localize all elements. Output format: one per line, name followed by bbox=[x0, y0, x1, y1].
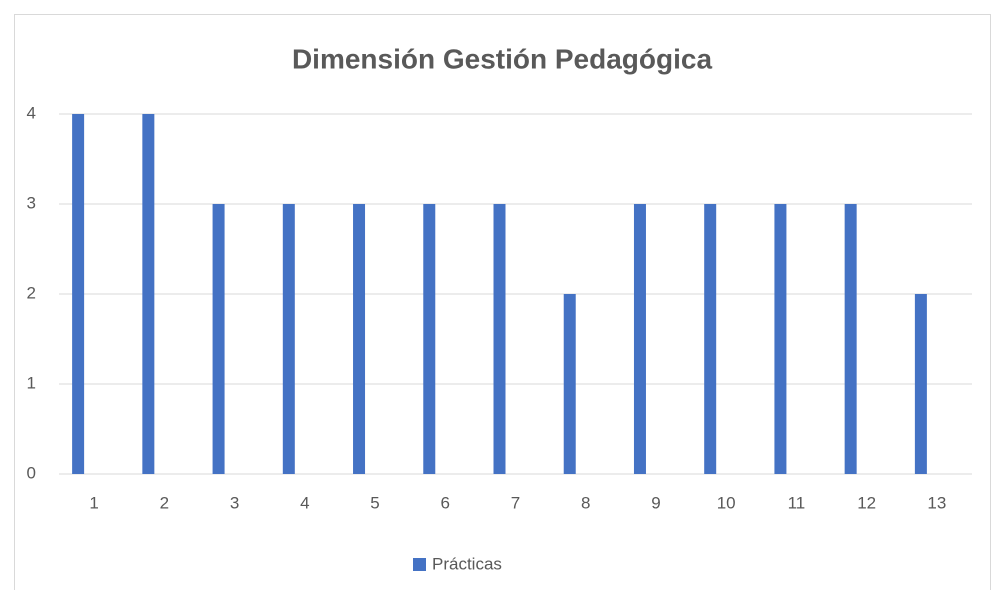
y-tick-label: 2 bbox=[27, 283, 36, 302]
bar bbox=[353, 204, 366, 474]
bar bbox=[563, 294, 576, 474]
bar bbox=[212, 204, 225, 474]
bar bbox=[844, 204, 857, 474]
x-tick-label: 3 bbox=[230, 493, 239, 512]
y-tick-label: 0 bbox=[27, 463, 36, 482]
bar bbox=[774, 204, 787, 474]
x-tick-label: 13 bbox=[927, 493, 946, 512]
x-tick-label: 5 bbox=[370, 493, 379, 512]
x-tick-label: 4 bbox=[300, 493, 309, 512]
x-tick-label: 7 bbox=[511, 493, 520, 512]
y-tick-label: 4 bbox=[27, 103, 36, 122]
bar bbox=[282, 204, 295, 474]
bar bbox=[423, 204, 436, 474]
x-tick-label: 9 bbox=[651, 493, 660, 512]
x-tick-label: 10 bbox=[717, 493, 736, 512]
x-tick-label: 1 bbox=[89, 493, 98, 512]
x-tick-label: 2 bbox=[160, 493, 169, 512]
x-tick-label: 12 bbox=[857, 493, 876, 512]
bar bbox=[72, 114, 85, 474]
bar bbox=[914, 294, 927, 474]
bar bbox=[142, 114, 155, 474]
x-tick-label: 8 bbox=[581, 493, 590, 512]
x-tick-label: 11 bbox=[788, 493, 806, 512]
chart-title: Dimensión Gestión Pedagógica bbox=[292, 43, 713, 74]
x-tick-label: 6 bbox=[441, 493, 450, 512]
y-tick-label: 3 bbox=[27, 193, 36, 212]
bar bbox=[493, 204, 506, 474]
bar bbox=[704, 204, 717, 474]
bar bbox=[633, 204, 646, 474]
legend-label: Prácticas bbox=[432, 554, 502, 573]
y-tick-label: 1 bbox=[27, 373, 36, 392]
legend-swatch bbox=[413, 558, 426, 571]
